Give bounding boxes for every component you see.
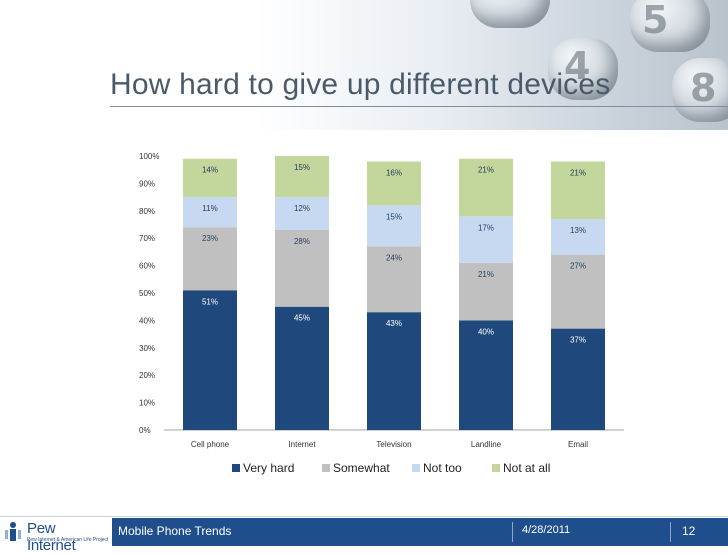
bar-very-hard-email [551, 328, 605, 430]
y-tick-label: 40% [139, 316, 155, 325]
data-label: 16% [386, 168, 402, 177]
x-tick-label: Landline [471, 440, 502, 449]
bar-somewhat-email [551, 254, 605, 329]
bar-not-at-all-internet [275, 156, 329, 198]
keypad-background: 4 5 8 [0, 0, 728, 130]
keypad-key-4: 4 [548, 38, 618, 100]
y-tick-label: 80% [139, 207, 155, 216]
data-label: 17% [478, 223, 494, 232]
bar-not-too-email [551, 219, 605, 255]
y-tick-label: 70% [139, 234, 155, 243]
data-label: 24% [386, 253, 402, 262]
data-label: 27% [570, 262, 586, 271]
bar-somewhat-cell-phone [183, 227, 237, 291]
bar-not-at-all-cell-phone [183, 158, 237, 198]
pew-internet-logo: Pew Internet Pew Internet & American Lif… [4, 520, 108, 554]
title-divider [110, 106, 728, 107]
data-label: 37% [570, 336, 586, 345]
x-tick-label: Email [568, 440, 588, 449]
legend-swatch [492, 464, 500, 472]
legend-label: Very hard [243, 461, 294, 475]
y-tick-label: 60% [139, 262, 155, 271]
bar-very-hard-landline [459, 320, 513, 430]
data-label: 21% [478, 270, 494, 279]
x-tick-label: Internet [288, 440, 316, 449]
data-label: 23% [202, 234, 218, 243]
bar-somewhat-television [367, 246, 421, 313]
bar-somewhat-landline [459, 262, 513, 321]
bar-not-too-landline [459, 216, 513, 263]
logo-subtitle: Pew Internet & American Life Project [27, 537, 109, 543]
bar-somewhat-internet [275, 229, 329, 307]
data-label: 45% [294, 314, 310, 323]
bar-not-at-all-television [367, 161, 421, 206]
data-label: 15% [386, 212, 402, 221]
data-label: 28% [294, 237, 310, 246]
bar-very-hard-television [367, 312, 421, 430]
legend-swatch [322, 464, 330, 472]
bar-not-too-internet [275, 197, 329, 230]
data-label: 40% [478, 327, 494, 336]
y-tick-label: 10% [139, 399, 155, 408]
bar-very-hard-internet [275, 306, 329, 430]
logo-mark-icon [5, 522, 21, 541]
y-tick-label: 20% [139, 371, 155, 380]
legend-swatch [412, 464, 420, 472]
y-tick-label: 50% [139, 289, 155, 298]
data-label: 51% [202, 297, 218, 306]
page-number: 12 [682, 524, 696, 538]
x-tick-label: Television [376, 440, 411, 449]
data-label: 21% [570, 168, 586, 177]
legend-label: Not too [423, 461, 462, 475]
y-tick-label: 90% [139, 179, 155, 188]
bar-not-too-television [367, 205, 421, 247]
legend-label: Somewhat [333, 461, 390, 475]
footer-separator [512, 522, 513, 542]
footer-date: 4/28/2011 [522, 524, 571, 536]
data-label: 11% [202, 204, 217, 213]
keypad-key-8: 8 [672, 58, 728, 122]
legend-swatch [232, 464, 240, 472]
footer-title: Mobile Phone Trends [118, 524, 232, 538]
data-label: 21% [478, 166, 494, 175]
y-tick-label: 0% [139, 426, 151, 435]
bar-not-too-cell-phone [183, 197, 237, 228]
bar-not-at-all-landline [459, 158, 513, 217]
data-label: 15% [294, 163, 310, 172]
data-label: 43% [386, 319, 402, 328]
slide-title: How hard to give up different devices [110, 68, 611, 101]
data-label: 14% [202, 166, 218, 175]
keypad-key-5: 5 [630, 0, 710, 52]
data-label: 12% [294, 204, 310, 213]
footer-bar: Mobile Phone Trends 4/28/2011 12 [112, 518, 728, 546]
bar-not-at-all-email [551, 161, 605, 220]
y-tick-label: 100% [139, 152, 159, 161]
bar-very-hard-cell-phone [183, 290, 237, 430]
footer-separator [670, 522, 671, 542]
data-label: 13% [570, 226, 586, 235]
x-tick-label: Cell phone [191, 440, 230, 449]
keypad-key-top [470, 0, 550, 28]
y-tick-label: 30% [139, 344, 155, 353]
legend-label: Not at all [503, 461, 550, 475]
stacked-bar-chart: 0% 10% 20% 30% 40% 50% 60% 70% 80% 90% 100% 51% 23% 1… [139, 152, 624, 475]
